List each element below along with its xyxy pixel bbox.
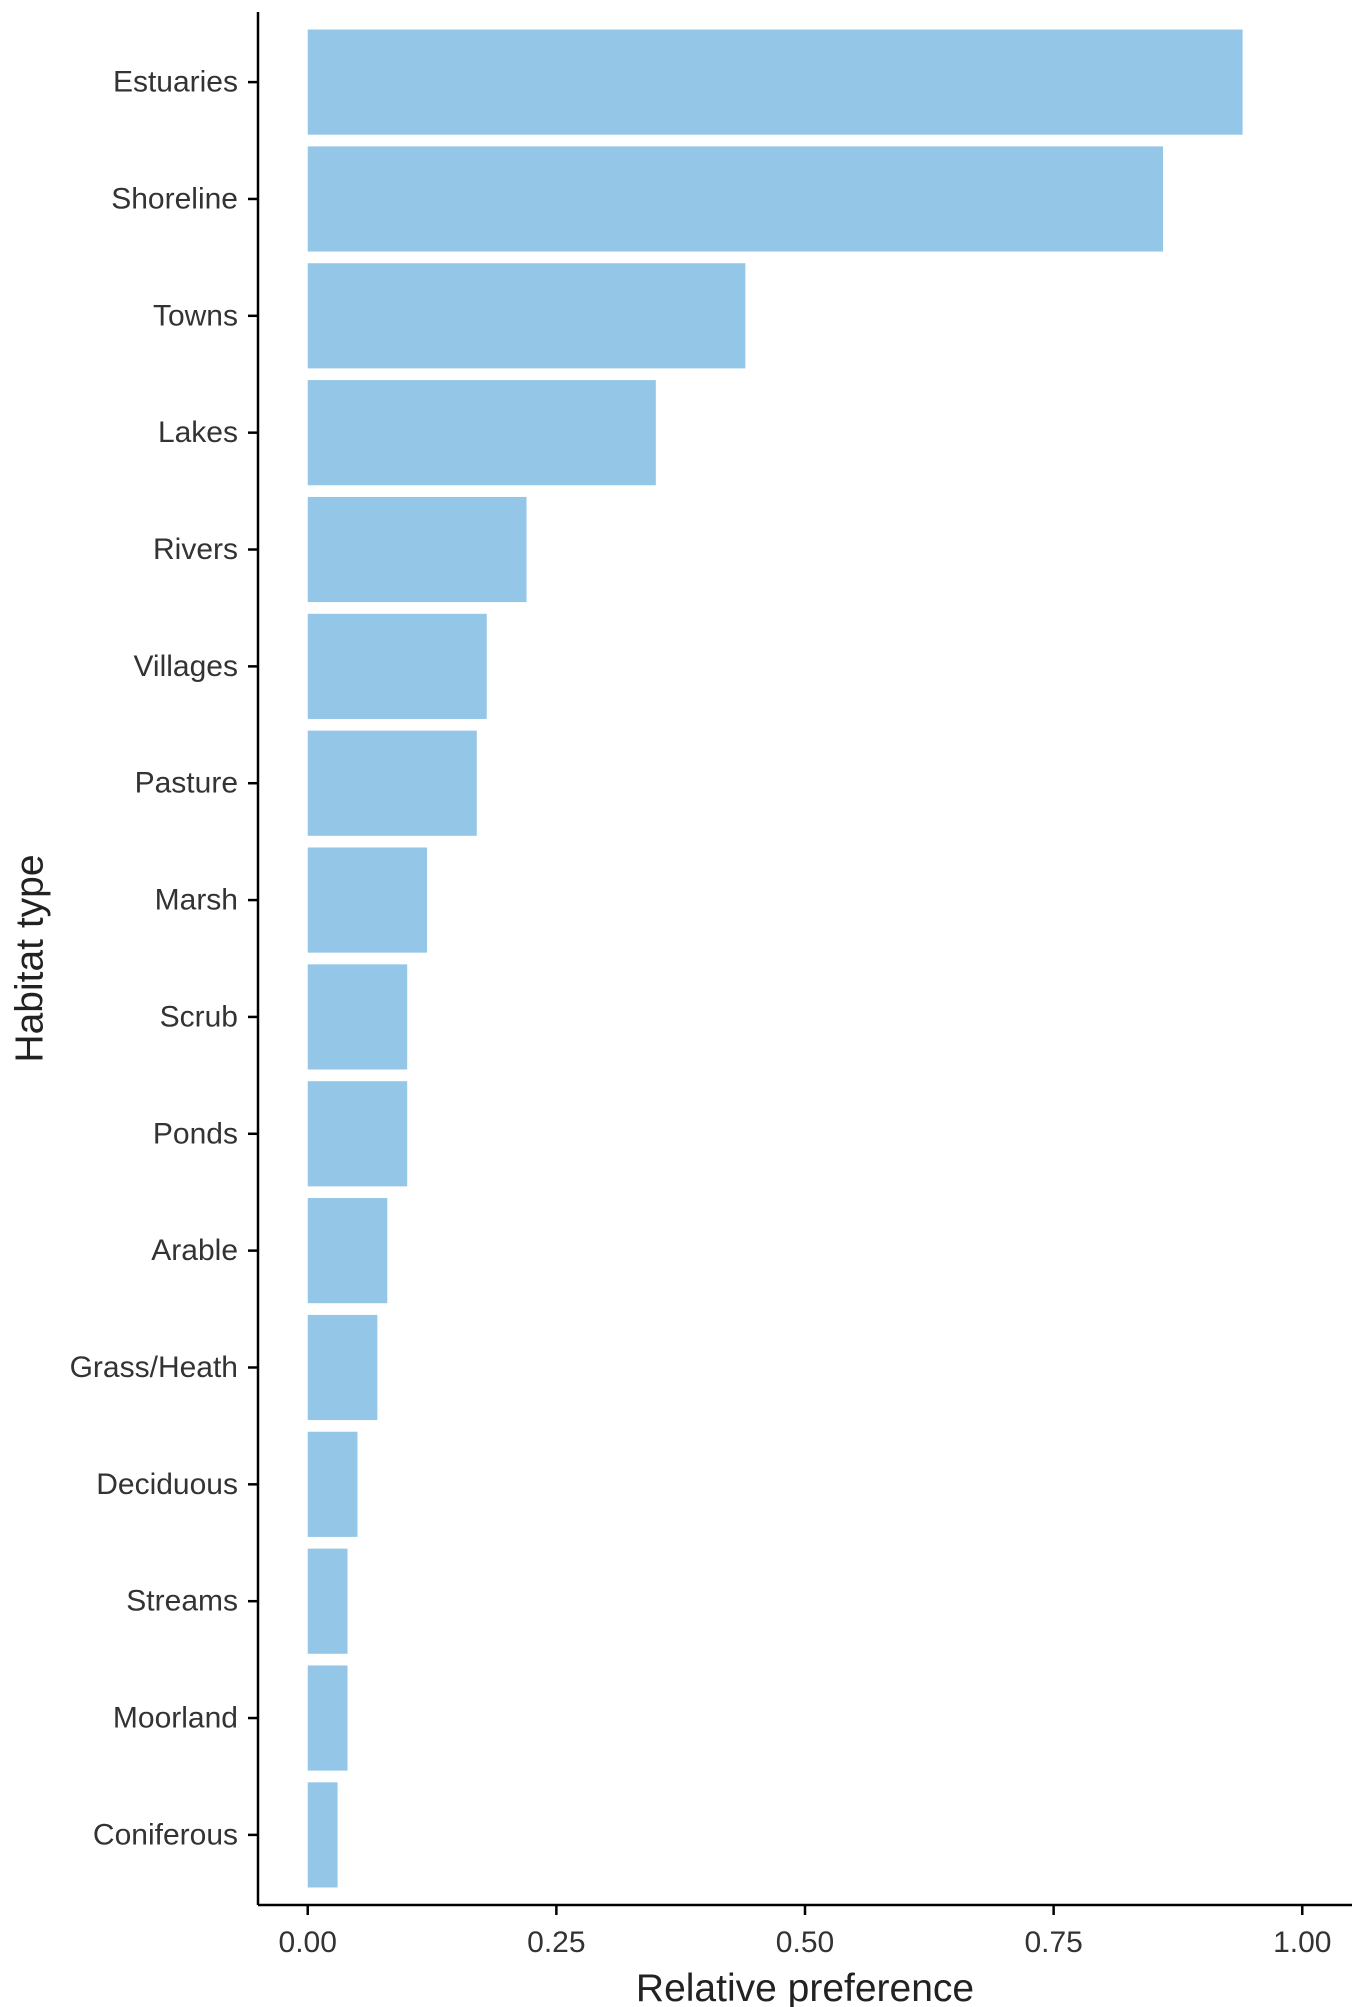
y-tick-label: Streams <box>126 1585 238 1618</box>
bar-scrub <box>307 964 408 1070</box>
y-axis: Estuaries Shoreline Towns Lakes Rivers Villag… <box>70 12 260 1905</box>
x-tick-label: 0.75 <box>1024 1926 1082 1959</box>
bar-grass-heath <box>307 1314 378 1421</box>
y-tick-label: Ponds <box>153 1117 238 1150</box>
y-tick-label: Marsh <box>155 884 238 917</box>
x-tick-label: 0.50 <box>776 1926 834 1959</box>
y-tick-label: Estuaries <box>113 66 238 99</box>
bar-pasture <box>307 730 477 836</box>
x-tick-label: 1.00 <box>1273 1926 1331 1959</box>
y-axis-title: Habitat type <box>9 854 52 1062</box>
y-tick-label: Pasture <box>135 767 238 800</box>
bar-coniferous <box>307 1782 338 1888</box>
bar-ponds <box>307 1081 408 1187</box>
bar-deciduous <box>307 1431 358 1537</box>
x-tick-label: 0.00 <box>279 1926 337 1959</box>
y-tick-label: Rivers <box>153 533 238 566</box>
y-tick-label: Towns <box>153 299 238 332</box>
y-tick-label: Grass/Heath <box>70 1351 238 1384</box>
bar-arable <box>307 1198 388 1304</box>
y-tick-label: Arable <box>151 1234 238 1267</box>
y-tick-label: Shoreline <box>111 182 238 215</box>
y-tick-label: Scrub <box>160 1000 238 1033</box>
y-tick-label: Moorland <box>113 1702 238 1735</box>
y-tick-label: Villages <box>133 650 238 683</box>
x-axis: 0.00 0.25 0.50 0.75 1.00 <box>258 1903 1352 1959</box>
bar-rivers <box>307 496 527 603</box>
y-tick-label: Coniferous <box>93 1818 238 1851</box>
bar-towns <box>307 263 746 369</box>
bars-layer <box>307 29 1243 1888</box>
bar-shoreline <box>307 146 1164 252</box>
y-tick-label: Deciduous <box>96 1468 238 1501</box>
x-axis-title: Relative preference <box>636 1967 974 2007</box>
x-tick-label: 0.25 <box>527 1926 585 1959</box>
bar-villages <box>307 613 487 719</box>
bar-streams <box>307 1548 348 1654</box>
y-tick-label: Lakes <box>158 416 238 449</box>
bar-lakes <box>307 380 656 486</box>
bar-estuaries <box>307 29 1243 135</box>
bar-moorland <box>307 1665 348 1771</box>
bar-marsh <box>307 847 428 953</box>
